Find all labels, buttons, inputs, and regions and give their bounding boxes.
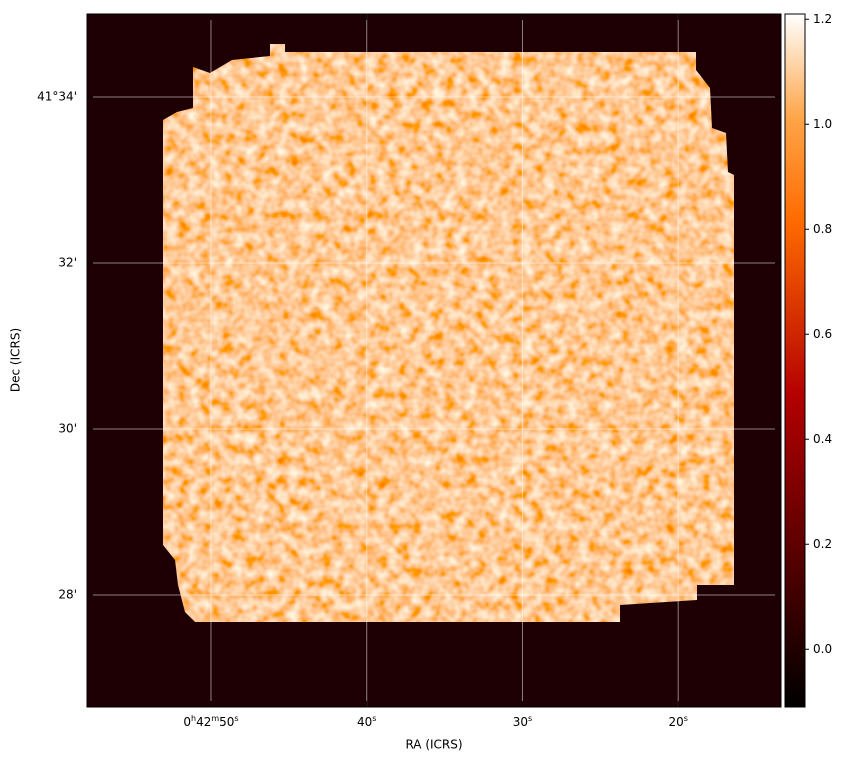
- y-tick-label: 30': [58, 421, 77, 435]
- x-axis-label: RA (ICRS): [405, 738, 462, 752]
- image-data: [163, 44, 734, 622]
- axes-frame: [86, 13, 782, 708]
- grid: [87, 14, 781, 707]
- colorbar-tick-label: 0.8: [813, 222, 832, 236]
- y-tick-label: 28': [58, 587, 77, 601]
- colorbar-tick-label: 0.0: [813, 642, 832, 656]
- y-tick-label: 32': [58, 255, 77, 269]
- y-tick-label: 41°34': [37, 89, 77, 103]
- colorbar-tick-label: 0.6: [813, 327, 832, 341]
- y-axis-label: Dec (ICRS): [9, 328, 23, 392]
- x-tick-label: 40s: [357, 714, 376, 729]
- colorbar-tick-label: 1.0: [813, 117, 832, 131]
- colorbar-tick-label: 0.4: [813, 432, 832, 446]
- x-tick-label: 30s: [513, 714, 532, 729]
- colorbar-tick-label: 1.2: [813, 12, 832, 26]
- colorbar-tick-label: 0.2: [813, 537, 832, 551]
- x-tick-label: 20s: [668, 714, 687, 729]
- colorbar: [784, 13, 806, 708]
- x-tick-label: 0h42m50s: [183, 714, 238, 729]
